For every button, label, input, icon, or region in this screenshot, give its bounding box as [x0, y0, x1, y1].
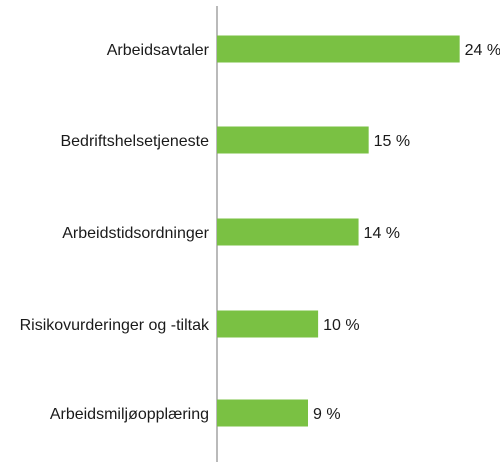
- bar-1: [217, 126, 369, 154]
- category-label-2: Arbeidstidsordninger: [62, 225, 209, 242]
- bar-2: [217, 218, 359, 246]
- bar-4: [217, 399, 308, 427]
- value-label-0: 24 %: [465, 42, 500, 59]
- category-label-0: Arbeidsavtaler: [107, 42, 210, 59]
- value-labels-group: 24 % 15 % 14 % 10 % 9 %: [313, 42, 500, 423]
- value-label-2: 14 %: [364, 225, 400, 242]
- category-label-3: Risikovurderinger og -tiltak: [20, 317, 210, 334]
- category-label-1: Bedriftshelsetjeneste: [60, 133, 209, 150]
- bar-3: [217, 310, 319, 338]
- bars-group: [217, 35, 460, 427]
- category-label-4: Arbeidsmiljøopplæring: [50, 406, 209, 423]
- bar-0: [217, 35, 460, 63]
- value-label-3: 10 %: [323, 317, 359, 334]
- value-label-1: 15 %: [374, 133, 410, 150]
- category-labels-group: Arbeidsavtaler Bedriftshelsetjeneste Arbei…: [20, 42, 210, 423]
- value-label-4: 9 %: [313, 406, 341, 423]
